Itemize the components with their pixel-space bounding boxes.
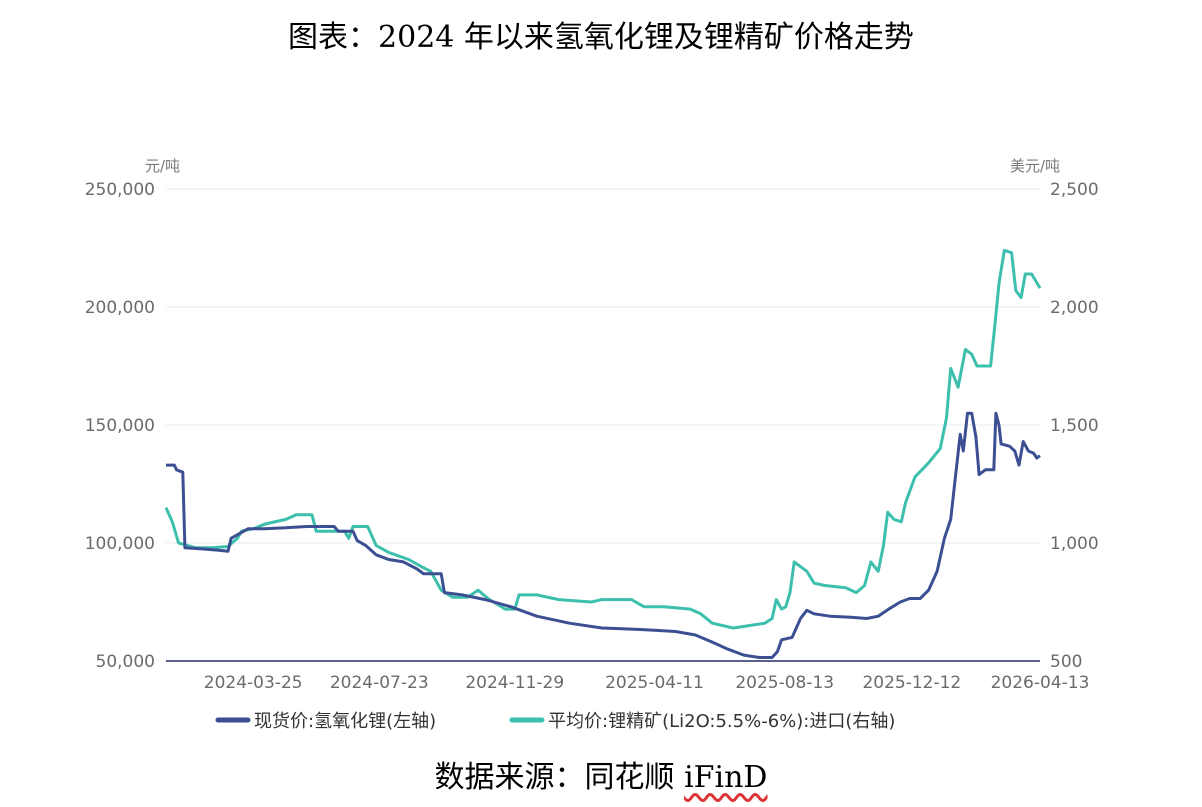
left-tick-label: 150,000	[85, 416, 155, 436]
left-axis-unit: 元/吨	[145, 157, 180, 175]
left-tick-label: 100,000	[85, 534, 155, 554]
left-axis-ticks: 50,000 100,000 150,000 200,000 250,000	[85, 180, 155, 672]
x-tick-label: 2026-04-13	[991, 673, 1090, 693]
x-axis-ticks: 2024-03-25 2024-07-23 2024-11-29 2025-04-11…	[204, 673, 1090, 693]
legend: 现货价:氢氧化锂(左轴) 平均价:锂精矿(Li2O:5.5%-6%):进口(右轴)	[215, 711, 895, 732]
x-tick-label: 2025-08-13	[735, 673, 834, 693]
right-tick-label: 2,500	[1050, 180, 1099, 200]
right-tick-label: 1,000	[1050, 534, 1099, 554]
x-tick-label: 2024-11-29	[465, 673, 564, 693]
lithium-hydroxide-line	[166, 411, 1041, 659]
legend-label: 平均价:锂精矿(Li2O:5.5%-6%):进口(右轴)	[548, 711, 895, 732]
x-tick-label: 2025-12-12	[862, 673, 961, 693]
right-axis-unit: 美元/吨	[1010, 157, 1060, 175]
right-tick-label: 2,000	[1050, 298, 1099, 318]
source-prefix: 数据来源：同花顺	[434, 760, 685, 795]
source-brand: iFinD	[684, 760, 768, 795]
right-tick-label: 500	[1050, 652, 1082, 672]
series-layer	[164, 248, 1042, 659]
x-tick-label: 2024-07-23	[330, 673, 429, 693]
right-tick-label: 1,500	[1050, 416, 1099, 436]
spodumene-line	[164, 248, 1042, 630]
legend-label: 现货价:氢氧化锂(左轴)	[254, 711, 436, 732]
grid-lines	[166, 188, 1040, 544]
x-tick-label: 2024-03-25	[204, 673, 303, 693]
left-tick-label: 50,000	[96, 652, 155, 672]
left-tick-label: 200,000	[85, 298, 155, 318]
source-note: 数据来源：同花顺 iFinD	[0, 752, 1202, 796]
x-tick-label: 2025-04-11	[605, 673, 704, 693]
left-tick-label: 250,000	[85, 180, 155, 200]
right-axis-ticks: 500 1,000 1,500 2,000 2,500	[1050, 180, 1099, 672]
chart-title: 图表：2024 年以来氢氧化锂及锂精矿价格走势	[288, 20, 914, 55]
